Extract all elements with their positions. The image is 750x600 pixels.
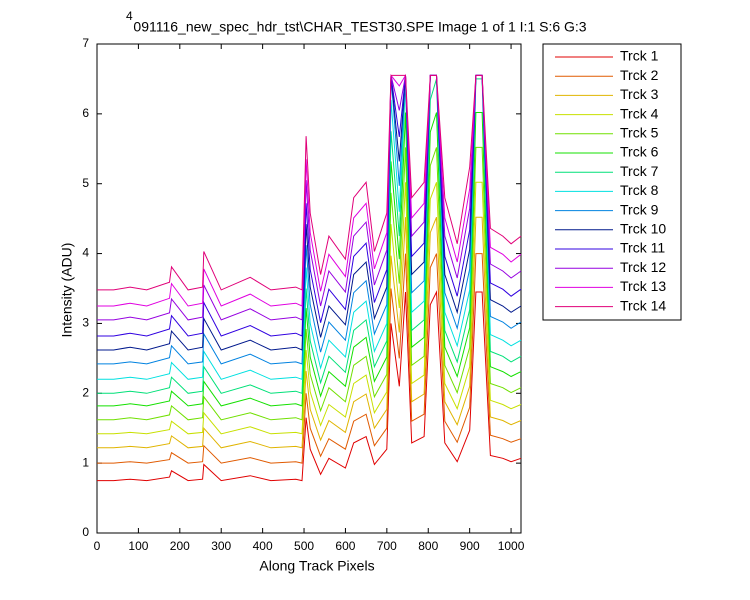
legend-label: Trck 9 [620, 201, 659, 217]
y-tick-label: 4 [82, 246, 89, 260]
series-line [97, 181, 522, 435]
x-tick-label: 200 [170, 539, 190, 553]
series-line [97, 112, 522, 407]
legend-label: Trck 8 [620, 182, 659, 198]
series-line [97, 74, 522, 380]
chart-title: 091116_new_spec_hdr_tst\CHAR_TEST30.SPE … [133, 19, 586, 35]
legend-label: Trck 14 [620, 297, 666, 313]
y-tick-label: 7 [82, 36, 89, 50]
series-line [97, 74, 522, 291]
x-tick-label: 700 [377, 539, 397, 553]
legend-label: Trck 13 [620, 278, 666, 294]
legend-label: Trck 10 [620, 221, 666, 237]
legend-label: Trck 6 [620, 144, 659, 160]
series-line [97, 74, 522, 321]
legend-label: Trck 11 [620, 240, 665, 256]
series-line [97, 78, 522, 394]
series-line [97, 73, 522, 307]
legend-label: Trck 1 [620, 48, 659, 64]
y-tick-label: 3 [82, 316, 89, 330]
legend-label: Trck 5 [620, 125, 659, 141]
x-tick-label: 600 [335, 539, 355, 553]
x-tick-label: 100 [128, 539, 148, 553]
series-line [97, 74, 522, 351]
y-axis-label: Intensity (ADU) [59, 243, 75, 338]
legend-label: Trck 12 [620, 259, 666, 275]
series-line [97, 253, 522, 464]
y-tick-label: 0 [82, 525, 89, 539]
y-tick-label: 5 [82, 176, 89, 190]
series-line [97, 74, 522, 337]
legend-label: Trck 3 [620, 86, 659, 102]
x-tick-label: 0 [94, 539, 101, 553]
legend-label: Trck 2 [620, 67, 659, 83]
series-line [97, 290, 522, 482]
x-tick-label: 300 [211, 539, 231, 553]
x-tick-label: 400 [253, 539, 273, 553]
y-tick-label: 1 [82, 455, 89, 469]
legend-label: Trck 4 [620, 105, 659, 121]
x-tick-label: 1000 [498, 539, 525, 553]
series-line [97, 74, 522, 365]
legend-label: Trck 7 [620, 163, 659, 179]
y-tick-label: 2 [82, 385, 89, 399]
x-tick-label: 900 [460, 539, 480, 553]
x-axis-label: Along Track Pixels [259, 558, 374, 574]
series-line [97, 216, 522, 449]
series-line [97, 146, 522, 421]
x-tick-label: 500 [294, 539, 314, 553]
x-tick-label: 800 [418, 539, 438, 553]
legend-box [542, 43, 682, 321]
y-tick-label: 6 [82, 106, 89, 120]
y-exponent: 4 [126, 9, 133, 23]
